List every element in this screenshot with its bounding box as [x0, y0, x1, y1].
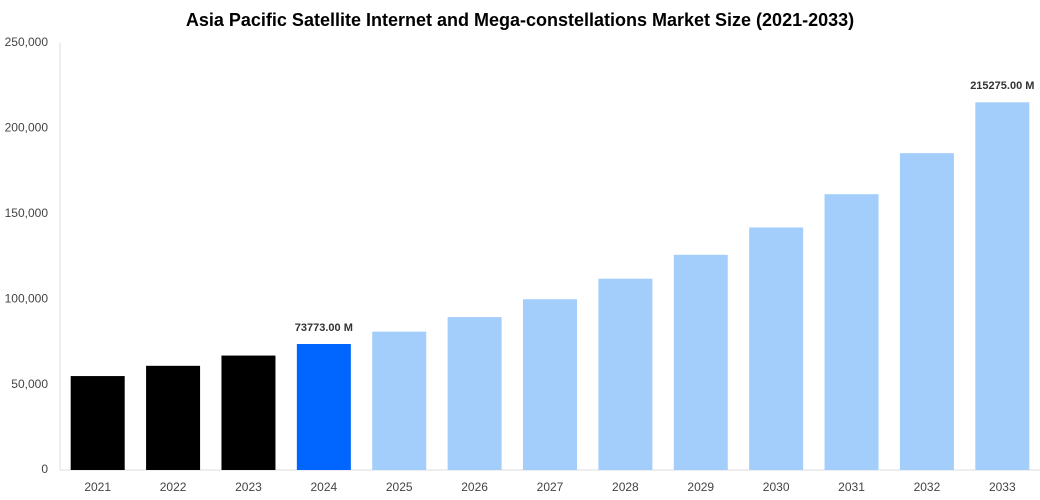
bar	[598, 278, 653, 470]
x-tick-label: 2027	[537, 480, 564, 494]
x-tick-label: 2029	[687, 480, 714, 494]
bar	[523, 299, 577, 470]
bar	[447, 317, 502, 470]
y-tick-label: 200,000	[5, 121, 49, 135]
y-tick-label: 150,000	[5, 206, 49, 220]
x-tick-label: 2032	[914, 480, 941, 494]
bar	[749, 227, 804, 470]
x-tick-label: 2031	[838, 480, 865, 494]
bar	[673, 254, 728, 470]
y-tick-label: 250,000	[5, 35, 49, 49]
x-tick-label: 2021	[84, 480, 111, 494]
x-tick-label: 2033	[989, 480, 1016, 494]
x-tick-label: 2028	[612, 480, 639, 494]
x-tick-label: 2030	[763, 480, 790, 494]
y-tick-label: 50,000	[11, 377, 48, 391]
x-tick-label: 2024	[310, 480, 337, 494]
bar	[975, 102, 1030, 470]
y-tick-label: 100,000	[5, 291, 49, 305]
bar	[372, 331, 427, 470]
chart-title: Asia Pacific Satellite Internet and Mega…	[186, 10, 854, 30]
value-label: 73773.00 M	[295, 322, 353, 334]
bar	[146, 365, 201, 470]
y-tick-label: 0	[41, 462, 48, 476]
bar	[899, 153, 954, 470]
bar	[296, 343, 351, 470]
bar	[70, 376, 125, 470]
x-tick-label: 2023	[235, 480, 262, 494]
x-tick-label: 2025	[386, 480, 413, 494]
value-label: 215275.00 M	[970, 80, 1034, 92]
bar	[824, 194, 879, 470]
bar	[221, 355, 276, 470]
x-tick-label: 2026	[461, 480, 488, 494]
x-tick-label: 2022	[160, 480, 187, 494]
